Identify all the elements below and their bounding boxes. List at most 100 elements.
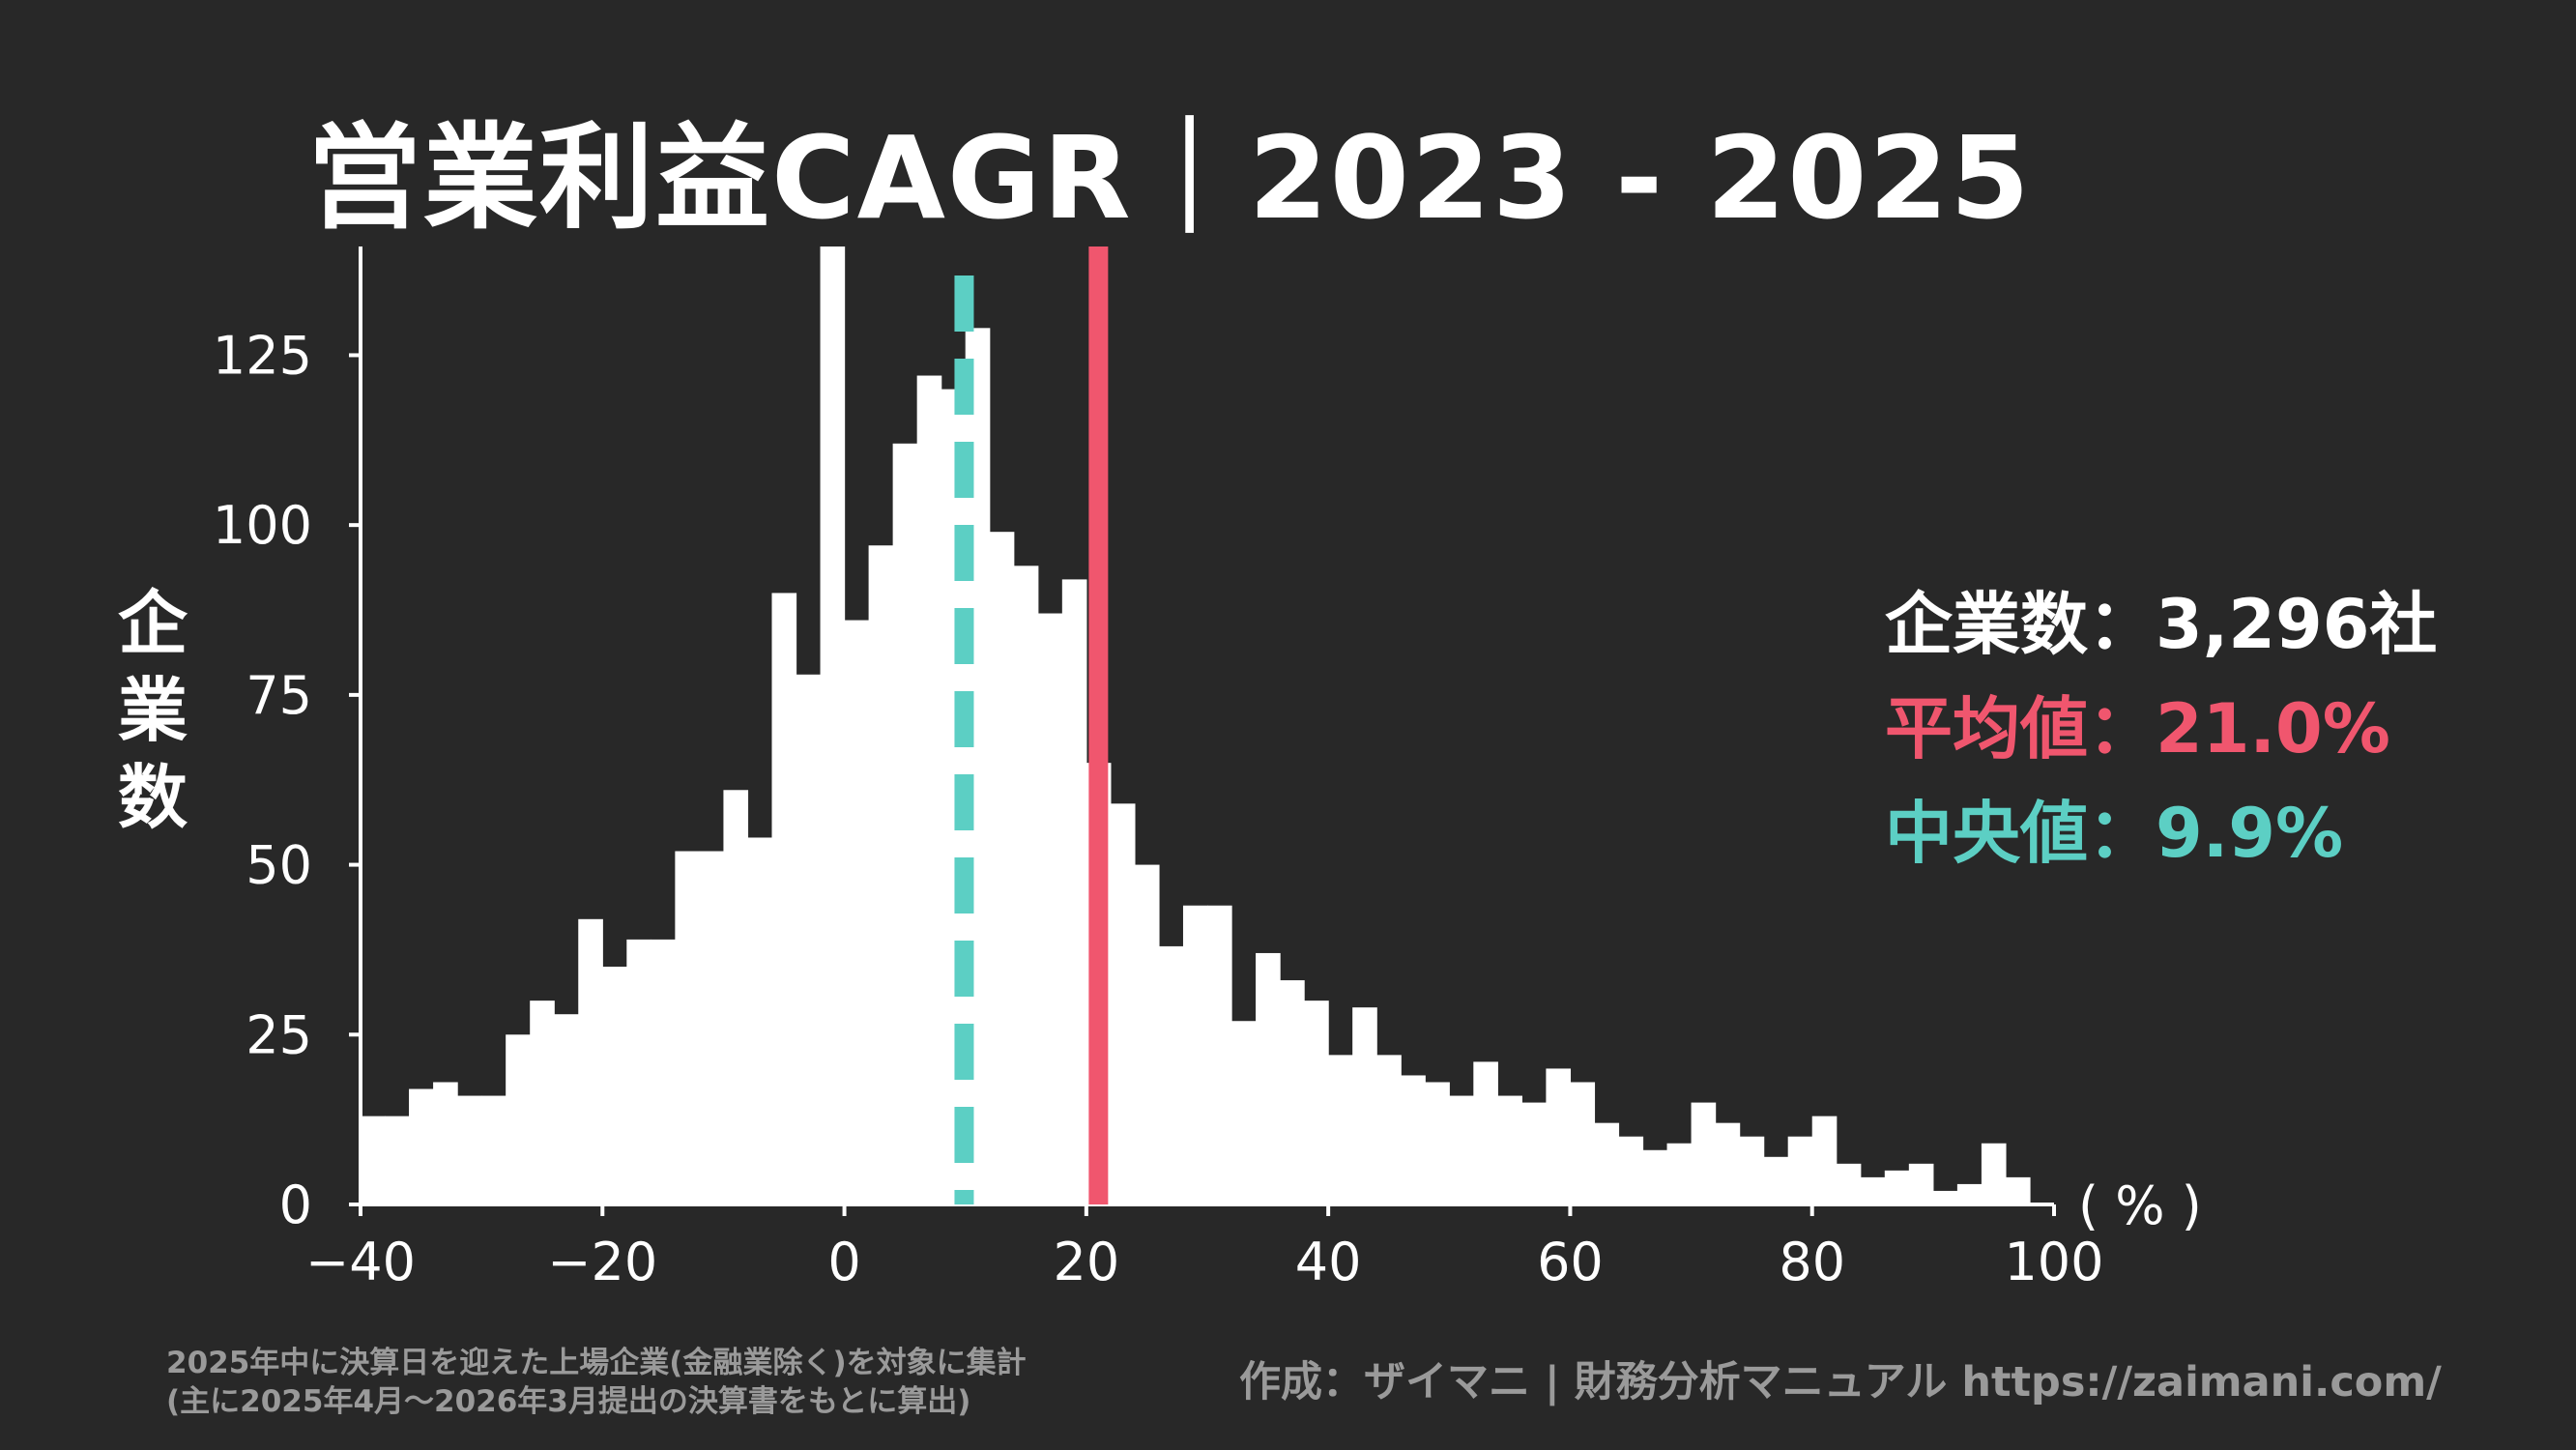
- histogram-bar: [1932, 1190, 1958, 1204]
- histogram-bar: [1570, 1082, 1596, 1204]
- histogram-bar: [1497, 1095, 1522, 1204]
- y-tick-labels: 0 25 50 75 100 125: [213, 325, 312, 1235]
- histogram-bar: [1860, 1176, 1886, 1204]
- histogram-bar: [1739, 1136, 1765, 1204]
- histogram-bar: [868, 545, 894, 1204]
- histogram-bar: [1110, 803, 1136, 1204]
- y-axis-label-char: 企: [117, 583, 188, 664]
- histogram-bar: [481, 1095, 507, 1204]
- histogram-bar: [1546, 1068, 1572, 1204]
- histogram-bar: [1280, 980, 1305, 1204]
- median-value: 中央値：9.9%: [1885, 794, 2344, 873]
- histogram-bar: [1256, 952, 1281, 1204]
- histogram-bar: [699, 851, 725, 1204]
- x-tick-label: 60: [1537, 1232, 1604, 1292]
- histogram-bar: [989, 532, 1015, 1204]
- y-tick-label: 50: [246, 835, 312, 896]
- histogram-bar: [1401, 1075, 1426, 1204]
- histogram-bar: [916, 375, 942, 1204]
- histogram-bar: [1836, 1163, 1862, 1204]
- histogram-bar: [1908, 1163, 1934, 1204]
- histogram-bar: [1207, 905, 1232, 1204]
- x-tick-label: −20: [547, 1232, 657, 1292]
- stats-panel: 企業数：3,296社 平均値：21.0% 中央値：9.9%: [1885, 572, 2437, 885]
- histogram-bar: [506, 1034, 531, 1204]
- histogram-bar: [1884, 1170, 1910, 1204]
- chart-title: 営業利益CAGR｜2023 - 2025: [307, 111, 2032, 245]
- x-tick-label: −40: [305, 1232, 416, 1292]
- histogram-bar: [675, 851, 700, 1204]
- histogram-bar: [1352, 1007, 1377, 1204]
- histogram-bar: [385, 1116, 410, 1204]
- histogram-bar: [530, 1000, 555, 1204]
- y-axis-label-char: 業: [117, 670, 188, 751]
- histogram-bar: [1594, 1122, 1620, 1204]
- histogram-bar: [433, 1082, 458, 1204]
- y-axis-label: 企 業 数: [114, 580, 191, 841]
- bars-group: [361, 246, 2031, 1205]
- histogram-bar: [844, 620, 870, 1204]
- histogram-bar: [2005, 1176, 2031, 1204]
- histogram-bar: [578, 918, 603, 1204]
- reference-lines: [954, 246, 1109, 1204]
- footnote: 2025年中に決算日を迎えた上場企業(金融業除く)を対象に集計 (主に2025年…: [166, 1344, 1027, 1421]
- histogram-bar: [361, 1116, 386, 1204]
- y-axis-label-char: 数: [117, 757, 188, 838]
- y-tick-label: 100: [213, 495, 312, 556]
- histogram-bar: [1691, 1102, 1717, 1204]
- histogram-bar: [1304, 1000, 1329, 1204]
- histogram-bar: [1158, 945, 1184, 1204]
- histogram-bar: [1618, 1136, 1644, 1204]
- axes-group: [349, 246, 2056, 1216]
- credit-line: 作成：ザイマニ | 財務分析マニュアル https://zaimani.com/: [1239, 1358, 2442, 1406]
- histogram-bar: [820, 246, 846, 1204]
- histogram-bar: [1449, 1095, 1474, 1204]
- histogram-bar: [723, 790, 749, 1204]
- x-tick-label: 40: [1295, 1232, 1362, 1292]
- histogram-bar: [1787, 1136, 1813, 1204]
- y-tick-label: 125: [213, 325, 312, 386]
- histogram-bar: [626, 939, 651, 1204]
- x-tick-label: 80: [1779, 1232, 1845, 1292]
- company-count: 企業数：3,296社: [1885, 585, 2438, 664]
- footnote-line-2: (主に2025年4月～2026年3月提出の決算書をもとに算出): [166, 1384, 971, 1419]
- y-tick-label: 0: [279, 1174, 312, 1235]
- histogram-bar: [1715, 1122, 1741, 1204]
- x-tick-label: 20: [1053, 1232, 1119, 1292]
- histogram-bar: [1328, 1055, 1353, 1204]
- histogram-bar: [1521, 1102, 1547, 1204]
- histogram-bar: [1763, 1156, 1789, 1204]
- histogram-bar: [1013, 566, 1039, 1204]
- histogram-bar: [1956, 1183, 1983, 1204]
- histogram-bar: [1642, 1149, 1668, 1204]
- histogram-bar: [892, 443, 918, 1204]
- y-tick-label: 75: [246, 665, 312, 726]
- histogram-bar: [602, 967, 627, 1204]
- x-tick-labels: −40 −20 0 20 40 60 80 100: [305, 1232, 2104, 1292]
- histogram-bar: [1182, 905, 1208, 1204]
- histogram-bar: [1134, 864, 1160, 1204]
- histogram-bar: [1037, 613, 1063, 1204]
- x-tick-label: 0: [827, 1232, 860, 1292]
- histogram-bar: [1376, 1055, 1402, 1204]
- histogram-bar: [1425, 1082, 1450, 1204]
- histogram-bar: [796, 674, 822, 1204]
- histogram-bar: [1473, 1061, 1498, 1204]
- histogram-bar: [1811, 1116, 1838, 1204]
- y-tick-label: 25: [246, 1004, 312, 1065]
- mean-value: 平均値：21.0%: [1885, 689, 2390, 768]
- histogram-bar: [409, 1088, 434, 1204]
- histogram-bar: [1231, 1021, 1257, 1204]
- footnote-line-1: 2025年中に決算日を迎えた上場企業(金融業除く)を対象に集計: [166, 1346, 1027, 1380]
- x-tick-label: 100: [2004, 1232, 2103, 1292]
- x-axis-unit: ( % ): [2078, 1175, 2202, 1236]
- histogram-bar: [1061, 579, 1087, 1204]
- histogram-bar: [1666, 1143, 1693, 1204]
- histogram-bar: [771, 593, 797, 1204]
- histogram-bar: [651, 939, 676, 1204]
- histogram-bar: [457, 1095, 482, 1204]
- histogram-bar: [554, 1014, 579, 1204]
- histogram-bar: [1981, 1143, 2007, 1204]
- histogram-bar: [747, 837, 773, 1204]
